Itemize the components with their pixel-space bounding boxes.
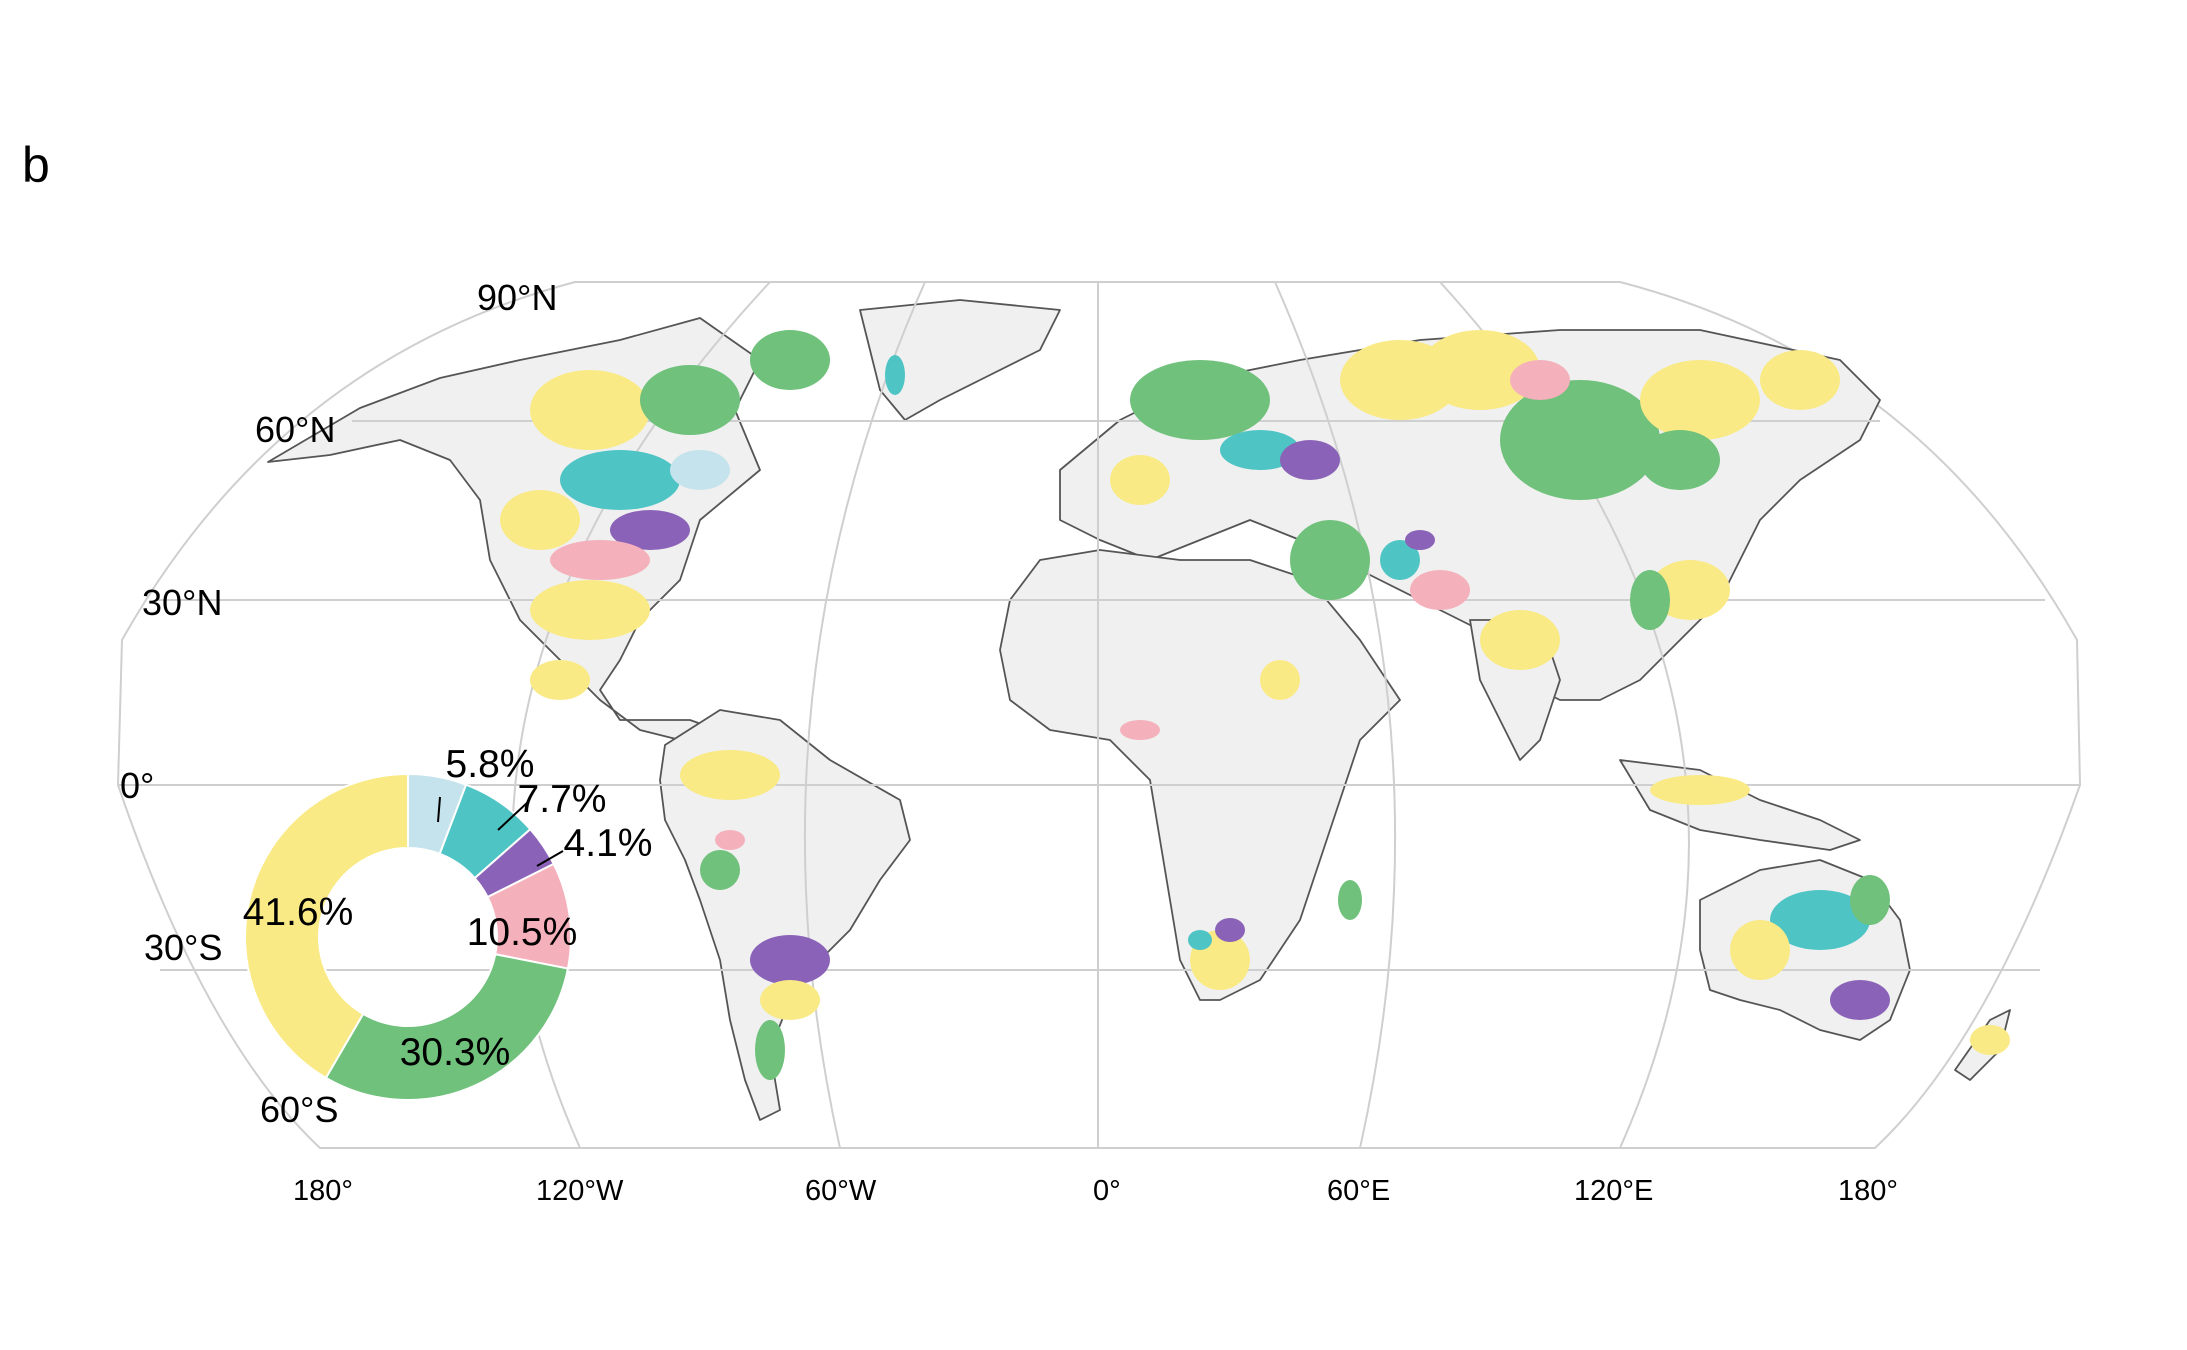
region-ru-yellow-4 (1760, 350, 1840, 410)
region-na-yellow-4 (530, 660, 590, 700)
graticule-meridian-60e (1274, 281, 1397, 1149)
region-af-purple (1215, 918, 1245, 942)
donut-slice-5 (324, 953, 570, 1101)
cluster-overlay (500, 330, 2010, 1080)
donut-label-4: 10.5% (467, 911, 578, 954)
region-asia-yellow-2 (1650, 560, 1730, 620)
donut-slice-6 (244, 772, 409, 1080)
lon-label-120e: 120°E (1574, 1175, 1653, 1207)
donut-leader-line-2 (497, 801, 529, 831)
region-asia-purple (1405, 530, 1435, 550)
region-sa-yellow-1 (680, 750, 780, 800)
lon-label-60e: 60°E (1327, 1175, 1390, 1207)
region-ru-yellow-2 (1420, 330, 1540, 410)
lat-label-90n: 90°N (477, 277, 557, 318)
donut-label-6: 41.6% (243, 891, 354, 934)
graticule-meridian-60w (803, 281, 926, 1149)
region-asia-green (1290, 520, 1370, 600)
lat-label-60s: 60°S (260, 1089, 338, 1130)
region-na-green-2 (750, 330, 830, 390)
region-af-yellow-1 (1260, 660, 1300, 700)
region-af-green (1338, 880, 1362, 920)
donut-leader-line-1 (437, 796, 441, 823)
region-eu-green-1 (1130, 360, 1270, 440)
region-na-teal-1 (560, 450, 680, 510)
region-asia-pink (1410, 570, 1470, 610)
region-asia-yellow-1 (1480, 610, 1560, 670)
donut-label-3: 4.1% (564, 822, 653, 865)
region-au-teal (1770, 890, 1870, 950)
region-asia-teal (1380, 540, 1420, 580)
donut-leader-line-3 (536, 850, 564, 867)
lat-label-60n: 60°N (255, 409, 335, 450)
donut-label-5: 30.3% (400, 1031, 511, 1074)
region-sa-purple (750, 935, 830, 985)
region-nz-yellow (1970, 1025, 2010, 1055)
region-na-yellow-2 (500, 490, 580, 550)
longitude-labels: 180° 120°W 60°W 0° 60°E 120°E 180° (293, 1175, 1898, 1207)
region-na-green-1 (640, 365, 740, 435)
lon-label-60w: 60°W (805, 1175, 877, 1207)
region-na-yellow-3 (530, 580, 650, 640)
lon-label-180e: 180° (1838, 1175, 1898, 1207)
region-na-purple (610, 510, 690, 550)
panel-label: b (22, 137, 50, 193)
donut-label-1: 5.8% (446, 743, 535, 786)
lat-label-30s: 30°S (144, 927, 222, 968)
region-na-yellow-1 (530, 370, 650, 450)
region-ru-yellow-3 (1640, 360, 1760, 440)
region-sa-yellow-2 (760, 980, 820, 1020)
region-au-yellow (1730, 920, 1790, 980)
region-greenland-teal (885, 355, 905, 395)
lat-label-30n: 30°N (142, 582, 222, 623)
lat-label-0: 0° (120, 765, 154, 806)
region-ru-green-1 (1500, 380, 1660, 500)
region-au-purple (1830, 980, 1890, 1020)
region-eu-yellow-1 (1110, 455, 1170, 505)
lon-label-120w: 120°W (536, 1175, 624, 1207)
region-au-green (1850, 875, 1890, 925)
lon-label-0: 0° (1093, 1175, 1121, 1207)
greenland-landmass (859, 299, 1061, 421)
latitude-labels: 90°N 60°N 30°N 0° 30°S 60°S (120, 277, 557, 1130)
region-sa-green-2 (755, 1020, 785, 1080)
region-af-pink (1120, 720, 1160, 740)
region-na-pink (550, 540, 650, 580)
donut-label-2: 7.7% (518, 778, 607, 821)
region-ru-green-2 (1640, 430, 1720, 490)
region-eu-purple (1280, 440, 1340, 480)
region-sea-yellow (1650, 775, 1750, 805)
region-sa-pink (715, 830, 745, 850)
region-sa-green (700, 850, 740, 890)
donut-chart: 5.8%7.7%4.1% 10.5% 30.3% 41.6% (243, 743, 653, 1101)
lon-label-180w: 180° (293, 1175, 353, 1207)
region-ru-pink (1510, 360, 1570, 400)
region-na-lightblue (670, 450, 730, 490)
region-asia-green-2 (1630, 570, 1670, 630)
region-af-teal (1188, 930, 1212, 950)
